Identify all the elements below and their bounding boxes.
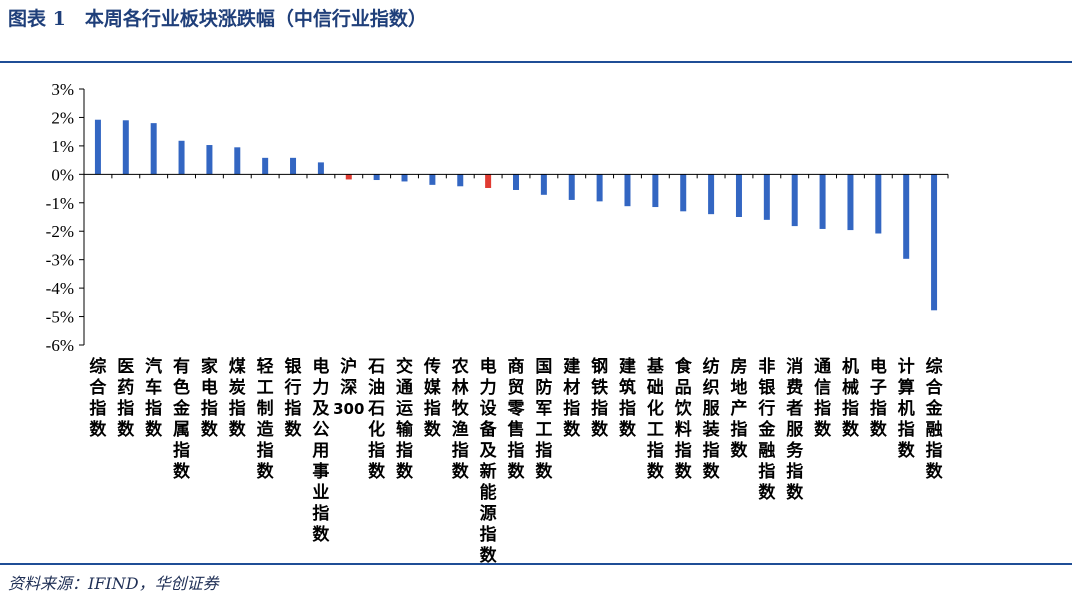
category-label: 电力设备及新能源指数 [479,356,498,566]
category-label: 计算机指数 [897,356,916,461]
y-tick-label: 1% [51,137,74,156]
top-rule [0,61,1072,63]
bar [931,174,938,311]
bottom-rule [0,563,1072,565]
bar [429,174,436,185]
category-label: 建材指数 [563,356,581,440]
bar [290,157,297,175]
bar [735,174,742,217]
bar [150,123,157,175]
category-label: 电子指数 [870,356,888,440]
category-label: 消费者服务指数 [785,356,804,503]
bar [345,174,352,180]
bar [596,174,603,202]
y-tick-label: -5% [46,308,74,327]
bar [680,174,687,212]
bar [652,174,659,208]
bar [819,174,826,229]
bar [513,174,519,190]
bar [262,157,269,175]
category-label: 医药指数 [117,357,135,440]
bar [317,162,324,175]
bar [875,174,882,234]
bar [178,140,185,175]
bar [763,174,770,220]
category-label: 农林牧渔指数 [451,356,470,482]
bar [94,119,101,175]
y-tick-label: -3% [46,251,74,270]
bar [485,174,492,188]
category-label: 商贸零售指数 [507,356,526,482]
figure-title: 图表 1 本周各行业板块涨跌幅（中信行业指数） [8,8,427,30]
bar [206,145,213,175]
y-axis: 3% 2% 1% 0% -1% -2% -3% -4% -5% -6% [46,80,85,355]
category-label: 通信指数 [814,357,832,440]
y-tick-label: 2% [51,108,74,127]
x-axis [84,173,949,179]
category-label: 家电指数 [201,356,219,440]
bar [568,174,575,200]
category-label: 传媒指数 [423,356,442,440]
bar [234,147,241,175]
bar [791,174,798,227]
category-label: 轻工制造指数 [257,356,275,482]
bars [94,119,938,311]
category-label: 汽车指数 [145,356,163,440]
category-label: 煤炭指数 [229,356,247,440]
category-label: 交通运输指数 [396,356,414,482]
category-label: 石油石化指数 [367,357,386,482]
bar [401,174,408,182]
category-label: 综合金融指数 [925,356,944,482]
category-label: 钢铁指数 [591,356,609,440]
bar [373,174,380,181]
category-label: 非银行金融指数 [757,356,776,503]
category-label: 有色金属指数 [172,356,191,482]
category-label: 电力及公用事业指数 [312,356,330,545]
category-label: 银行指数 [284,356,303,440]
category-label: 基础化工指数 [646,356,665,482]
y-tick-label: -2% [46,222,74,241]
y-tick-label: -1% [46,194,74,213]
y-tick-label: 3% [51,80,74,99]
category-label: 纺织服装指数 [702,356,721,482]
y-tick-label: 0% [51,165,74,184]
category-label: 建筑指数 [619,356,637,440]
bar [540,174,547,195]
category-label: 机械指数 [842,356,860,440]
bar [122,120,129,175]
category-label: 房地产指数 [730,356,748,461]
category-label: 综合指数 [89,356,107,440]
category-label: 沪深 300 [333,356,364,418]
bar [457,174,464,187]
bar [624,174,631,207]
bar [847,174,854,231]
bar [903,174,910,259]
bar [708,174,715,215]
source-note: 资料来源：IFIND，华创证券 [8,574,219,593]
category-label: 食品饮料指数 [674,356,693,482]
category-labels: 综合指数医药指数汽车指数有色金属指数家电指数煤炭指数轻工制造指数银行指数电力及公… [89,356,943,566]
y-tick-label: -4% [46,279,74,298]
y-tick-label: -6% [46,336,74,355]
category-label: 国防军工指数 [535,357,553,482]
